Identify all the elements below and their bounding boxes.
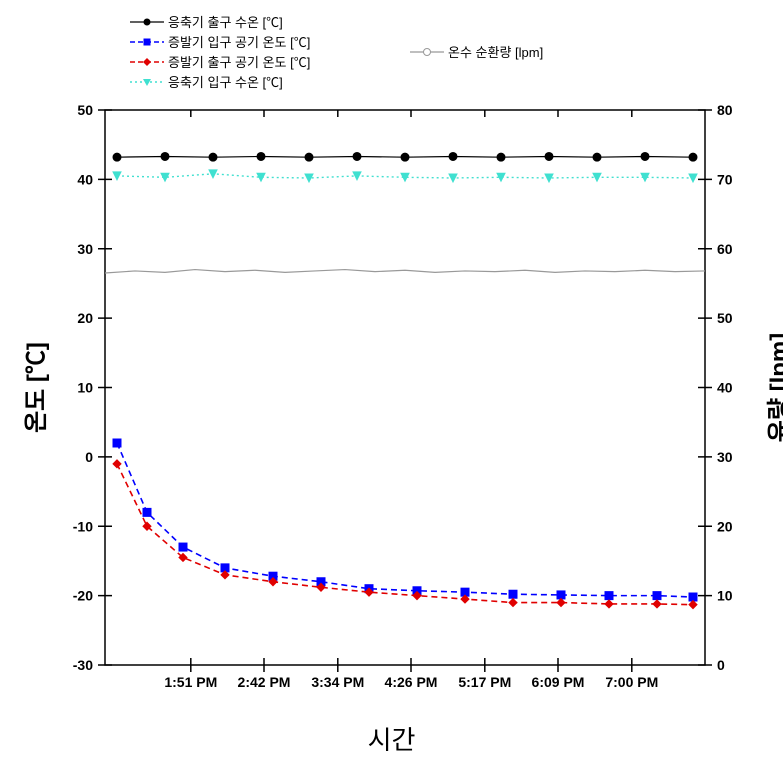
- svg-text:20: 20: [717, 518, 733, 534]
- svg-text:0: 0: [85, 449, 93, 465]
- legend-label-s5: 온수 순환량 [lpm]: [448, 42, 543, 61]
- svg-text:50: 50: [717, 310, 733, 326]
- legend-label-s2: 증발기 입구 공기 온도 [℃]: [168, 32, 310, 51]
- legend-line-s1: [130, 16, 164, 28]
- legend-label-s4: 응축기 입구 수온 [℃]: [168, 72, 283, 91]
- svg-text:20: 20: [77, 310, 93, 326]
- svg-text:5:17 PM: 5:17 PM: [458, 674, 511, 690]
- y-right-axis-label: 유량 [lpm]: [759, 333, 783, 442]
- legend-item-s3: 증발기 출구 공기 온도 [℃]: [130, 52, 310, 71]
- legend-label-s3: 증발기 출구 공기 온도 [℃]: [168, 52, 310, 71]
- svg-text:40: 40: [77, 171, 93, 187]
- x-axis-label: 시간: [0, 720, 783, 757]
- svg-text:30: 30: [77, 241, 93, 257]
- legend-line-s2: [130, 36, 164, 48]
- svg-text:0: 0: [717, 657, 725, 673]
- svg-text:10: 10: [77, 380, 93, 396]
- svg-text:30: 30: [717, 449, 733, 465]
- svg-text:-10: -10: [73, 518, 93, 534]
- svg-text:6:09 PM: 6:09 PM: [532, 674, 585, 690]
- svg-text:1:51 PM: 1:51 PM: [164, 674, 217, 690]
- legend-item-s1: 응축기 출구 수온 [℃]: [130, 12, 283, 31]
- svg-text:7:00 PM: 7:00 PM: [605, 674, 658, 690]
- svg-text:4:26 PM: 4:26 PM: [385, 674, 438, 690]
- svg-text:70: 70: [717, 171, 733, 187]
- legend-line-s4: [130, 76, 164, 88]
- svg-text:50: 50: [77, 102, 93, 118]
- legend-line-s3: [130, 56, 164, 68]
- svg-text:2:42 PM: 2:42 PM: [238, 674, 291, 690]
- svg-text:40: 40: [717, 380, 733, 396]
- svg-text:10: 10: [717, 588, 733, 604]
- legend-line-s5: [410, 46, 444, 58]
- legend-item-s2: 증발기 입구 공기 온도 [℃]: [130, 32, 310, 51]
- legend-item-s5: 온수 순환량 [lpm]: [410, 42, 543, 61]
- y-left-axis-label: 온도 [℃]: [16, 342, 51, 433]
- chart-svg: -30 -20 -10 0 10 20 30 40 50 0 10 20 30 40 50 60 70 80 1:5…: [0, 0, 783, 770]
- legend-item-s4: 응축기 입구 수온 [℃]: [130, 72, 283, 91]
- svg-text:60: 60: [717, 241, 733, 257]
- svg-text:-20: -20: [73, 588, 93, 604]
- chart-container: -30 -20 -10 0 10 20 30 40 50 0 10 20 30 40 50 60 70 80 1:5…: [0, 0, 783, 770]
- legend-label-s1: 응축기 출구 수온 [℃]: [168, 12, 283, 31]
- svg-text:80: 80: [717, 102, 733, 118]
- svg-text:3:34 PM: 3:34 PM: [311, 674, 364, 690]
- svg-text:-30: -30: [73, 657, 93, 673]
